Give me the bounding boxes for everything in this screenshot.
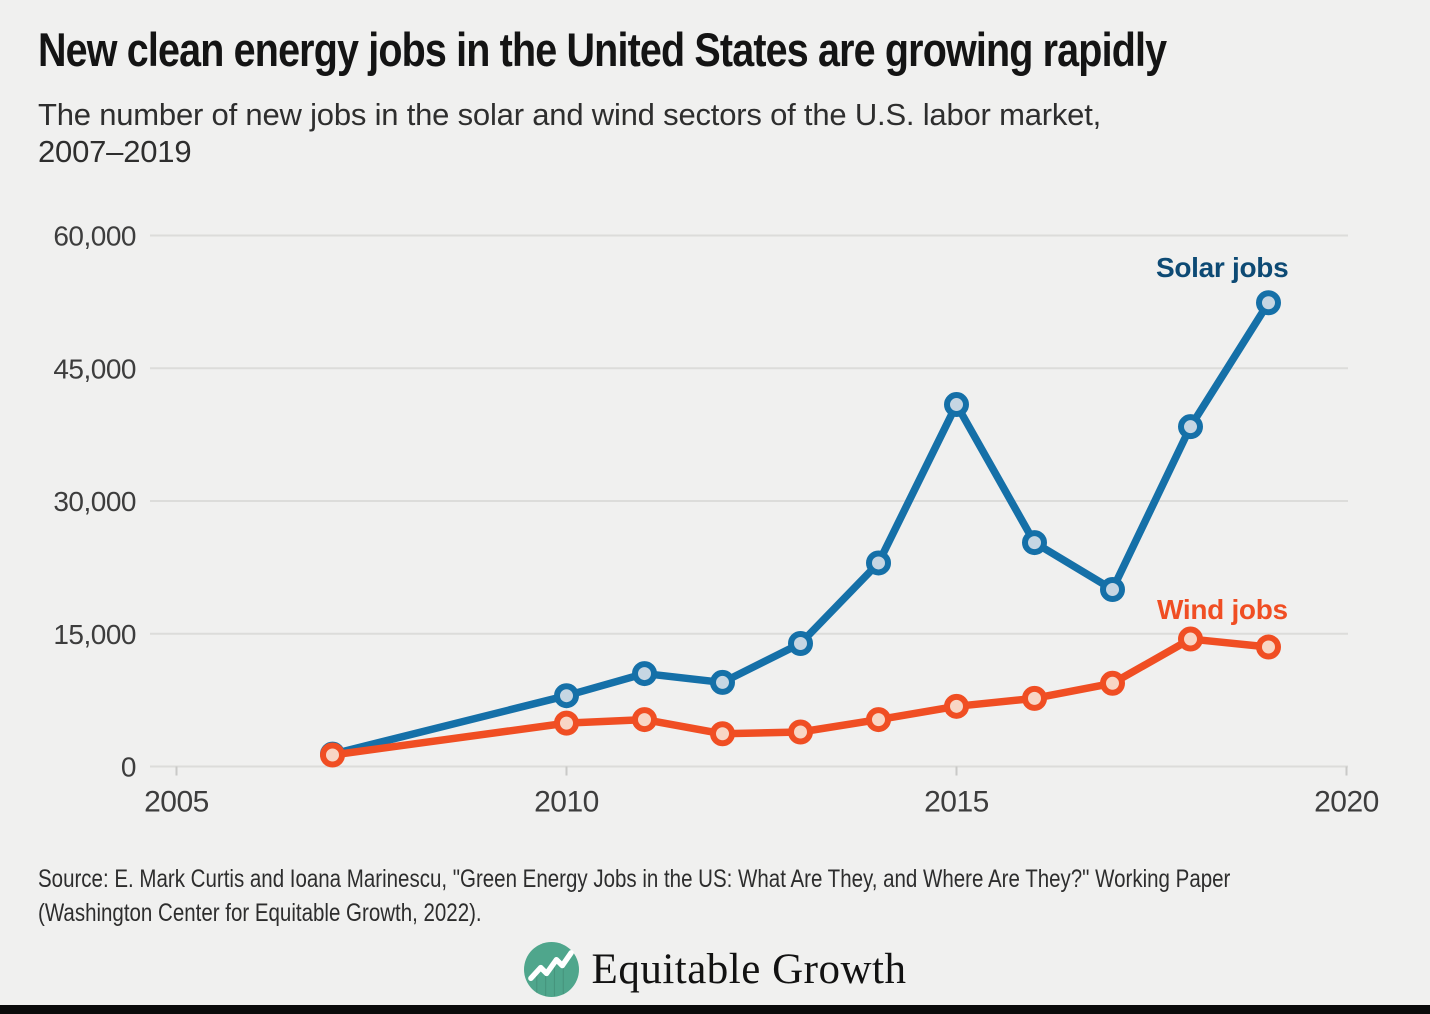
- wind-jobs-marker-2018: [1178, 626, 1203, 652]
- chart-subtitle-line-1: The number of new jobs in the solar and …: [38, 97, 1102, 132]
- source-note: Source: E. Mark Curtis and Ioana Marines…: [38, 862, 1230, 930]
- wind-jobs-marker-2007: [320, 742, 345, 768]
- x-axis-label-2005: 2005: [144, 786, 209, 819]
- x-axis-label-2015: 2015: [924, 786, 989, 819]
- line-chart-circle-icon: [523, 942, 579, 997]
- chart-subtitle: The number of new jobs in the solar and …: [38, 96, 1101, 170]
- wind-jobs-marker-2019: [1256, 634, 1281, 660]
- solar-jobs-marker-2011: [632, 661, 657, 687]
- x-axis-label-2010: 2010: [534, 786, 599, 819]
- y-axis-label-15,000: 15,000: [53, 619, 136, 650]
- wind-jobs-marker-2012: [710, 721, 735, 747]
- chart-title: New clean energy jobs in the United Stat…: [38, 23, 1167, 76]
- bottom-accent-bar: [0, 1005, 1430, 1014]
- chart-subtitle-line-2: 2007–2019: [38, 134, 192, 169]
- solar-jobs-marker-2017: [1100, 577, 1125, 602]
- wind-jobs-marker-2011: [632, 707, 657, 733]
- wind-jobs-marker-2013: [788, 719, 813, 745]
- solar-jobs-marker-2019: [1256, 290, 1281, 316]
- source-line-1: Source: E. Mark Curtis and Ioana Marines…: [38, 865, 1231, 893]
- x-axis-label-2020: 2020: [1314, 786, 1379, 819]
- wind-jobs-marker-2010: [554, 710, 579, 736]
- y-axis-label-60,000: 60,000: [53, 221, 136, 252]
- wind-jobs-marker-2016: [1022, 685, 1047, 711]
- solar-jobs-marker-2013: [788, 630, 813, 656]
- y-axis-label-30,000: 30,000: [53, 486, 136, 517]
- solar-jobs-marker-2018: [1178, 414, 1203, 440]
- solar-jobs-marker-2016: [1022, 530, 1047, 556]
- logo-wordmark: Equitable Growth: [591, 946, 907, 993]
- solar-jobs-marker-2012: [710, 669, 735, 695]
- wind-jobs-label: Wind jobs: [1157, 594, 1288, 625]
- source-line-2: (Washington Center for Equitable Growth,…: [38, 899, 482, 927]
- wind-jobs-marker-2014: [866, 707, 891, 733]
- solar-jobs-marker-2010: [554, 683, 579, 709]
- wind-jobs-marker-2017: [1100, 670, 1125, 696]
- equitable-growth-logo: Equitable Growth: [0, 942, 1430, 997]
- y-axis-label-45,000: 45,000: [53, 353, 136, 384]
- wind-jobs-marker-2015: [944, 693, 969, 719]
- solar-jobs-marker-2014: [866, 550, 891, 576]
- y-axis-label-0: 0: [121, 752, 136, 783]
- solar-jobs-line: [328, 299, 1273, 758]
- solar-jobs-marker-2015: [944, 392, 969, 418]
- clean-energy-jobs-line-chart: 0 15,000 30,000 45,000 60,000 2005 2010 2015 202…: [53, 221, 1379, 819]
- solar-jobs-label: Solar jobs: [1156, 252, 1288, 283]
